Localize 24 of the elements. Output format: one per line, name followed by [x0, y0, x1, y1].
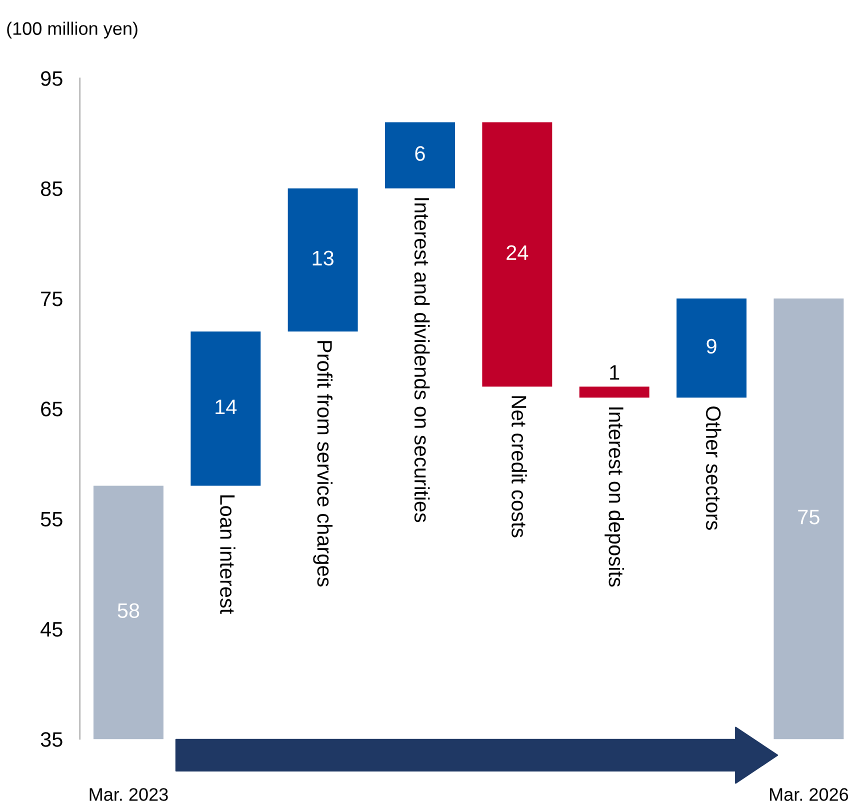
data-label: 1: [610, 365, 620, 380]
y-tick-label: 85: [40, 181, 62, 196]
y-tick-label: 45: [40, 622, 62, 637]
x-tick-label: Net credit costs: [512, 396, 527, 538]
y-axis-title: (100 million yen): [7, 22, 138, 39]
data-label: 14: [216, 400, 237, 414]
x-tick-label: Mar. 2026: [770, 788, 848, 801]
y-tick-label: 95: [41, 71, 62, 86]
y-tick-label: 65: [41, 402, 62, 416]
data-label: 24: [506, 245, 528, 260]
y-tick-label: 55: [40, 512, 62, 527]
x-tick-label: Interest on deposits: [604, 407, 624, 587]
y-tick-label: 75: [41, 292, 62, 306]
data-label: 6: [415, 146, 425, 161]
x-tick-label: Interest and dividends on securities: [414, 198, 430, 522]
data-label: 13: [312, 250, 334, 266]
x-tick-label: Profit from service charges: [313, 341, 333, 586]
data-label: 58: [118, 603, 140, 618]
y-tick-label: 35: [40, 732, 62, 747]
x-tick-label: Other sectors: [706, 406, 722, 530]
data-label: 75: [798, 510, 820, 524]
data-label: 9: [706, 338, 716, 354]
x-tick-label: Loan interest: [220, 495, 236, 614]
x-tick-label: Mar. 2023: [90, 788, 168, 801]
